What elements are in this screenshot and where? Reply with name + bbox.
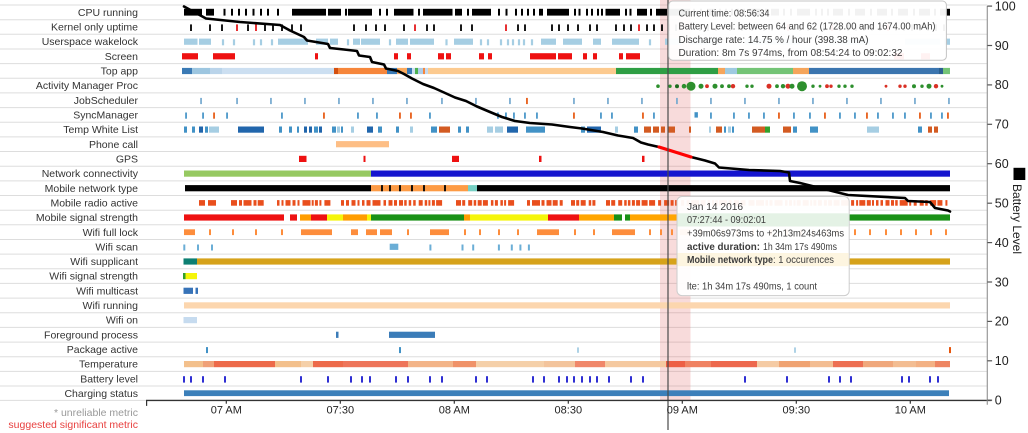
svg-text:50: 50 — [995, 197, 1009, 211]
svg-text:active duration:: active duration: — [687, 242, 760, 253]
svg-text:90: 90 — [995, 39, 1009, 53]
svg-text:07 AM: 07 AM — [211, 405, 242, 417]
svg-text:10 AM: 10 AM — [895, 405, 926, 417]
svg-text:Kernel only uptime: Kernel only uptime — [51, 22, 138, 34]
svg-text:Foreground process: Foreground process — [44, 329, 138, 341]
svg-text:70: 70 — [995, 118, 1009, 132]
svg-text:Battery Level: between 64 and: Battery Level: between 64 and 62 (1728.0… — [679, 22, 936, 33]
svg-text:80: 80 — [995, 78, 1009, 92]
svg-text:* unreliable metric: * unreliable metric — [54, 407, 138, 419]
svg-text:Top app: Top app — [101, 66, 139, 78]
svg-text:100: 100 — [995, 0, 1016, 13]
svg-text:20: 20 — [995, 315, 1009, 329]
svg-text:Temp White List: Temp White List — [63, 124, 138, 136]
svg-text:07:27:44 - 09:02:01: 07:27:44 - 09:02:01 — [687, 215, 766, 226]
svg-text:Temperature: Temperature — [79, 359, 138, 371]
svg-text:08:30: 08:30 — [555, 405, 583, 417]
svg-text:Wifi on: Wifi on — [106, 315, 138, 327]
svg-text:Mobile signal strength: Mobile signal strength — [36, 212, 138, 224]
svg-text:07:30: 07:30 — [327, 405, 355, 417]
svg-text:Phone call: Phone call — [89, 139, 138, 151]
svg-text:Activity Manager Proc: Activity Manager Proc — [36, 80, 138, 92]
svg-text:Wifi signal strength: Wifi signal strength — [49, 271, 138, 283]
svg-text:Wifi supplicant: Wifi supplicant — [70, 256, 138, 268]
svg-text:Duration: 8m 7s 974ms, from 08: Duration: 8m 7s 974ms, from 08:54:24 to … — [679, 48, 903, 59]
svg-text:Charging status: Charging status — [64, 388, 138, 400]
svg-text:1h 34m 17s 490ms: 1h 34m 17s 490ms — [763, 242, 837, 253]
svg-text:Wifi scan: Wifi scan — [95, 241, 138, 253]
svg-text:10: 10 — [995, 354, 1009, 368]
svg-text:: 1 occurences: : 1 occurences — [773, 255, 834, 266]
svg-text:Mobile network type: Mobile network type — [687, 255, 773, 266]
svg-text:Wifi multicast: Wifi multicast — [76, 285, 138, 297]
svg-text:lte: 1h 34m 17s 490ms, 1 count: lte: 1h 34m 17s 490ms, 1 count — [687, 282, 817, 293]
svg-text:Package active: Package active — [67, 344, 138, 356]
svg-text:GPS: GPS — [116, 154, 138, 166]
svg-text:60: 60 — [995, 157, 1009, 171]
svg-text:suggested significant metric: suggested significant metric — [8, 419, 138, 431]
svg-text:Battery level: Battery level — [80, 373, 138, 385]
svg-text:Userspace wakelock: Userspace wakelock — [42, 36, 139, 48]
svg-text:09:30: 09:30 — [783, 405, 811, 417]
svg-text:Mobile radio active: Mobile radio active — [50, 197, 138, 209]
svg-text:Jan 14 2016: Jan 14 2016 — [687, 202, 743, 213]
svg-text:Network connectivity: Network connectivity — [42, 168, 139, 180]
svg-text:Wifi running: Wifi running — [83, 300, 139, 312]
svg-text:Wifi full lock: Wifi full lock — [83, 227, 139, 239]
svg-text:Current time: 08:56:34: Current time: 08:56:34 — [679, 8, 770, 19]
svg-text:40: 40 — [995, 236, 1009, 250]
svg-text:Screen: Screen — [105, 51, 138, 63]
svg-text:Mobile network type: Mobile network type — [45, 183, 139, 195]
svg-text:09 AM: 09 AM — [667, 405, 698, 417]
svg-text:Battery Level: Battery Level — [1010, 184, 1024, 254]
svg-text:JobScheduler: JobScheduler — [74, 95, 139, 107]
svg-text:+39m06s973ms to +2h13m24s463ms: +39m06s973ms to +2h13m24s463ms — [687, 229, 844, 240]
svg-text:Discharge rate: 14.75 % / hour: Discharge rate: 14.75 % / hour (398.38 m… — [679, 35, 869, 46]
svg-text:30: 30 — [995, 275, 1009, 289]
svg-text:CPU running: CPU running — [78, 7, 138, 19]
svg-text:08 AM: 08 AM — [439, 405, 470, 417]
svg-text:0: 0 — [995, 394, 1002, 408]
svg-text:SyncManager: SyncManager — [73, 110, 138, 122]
